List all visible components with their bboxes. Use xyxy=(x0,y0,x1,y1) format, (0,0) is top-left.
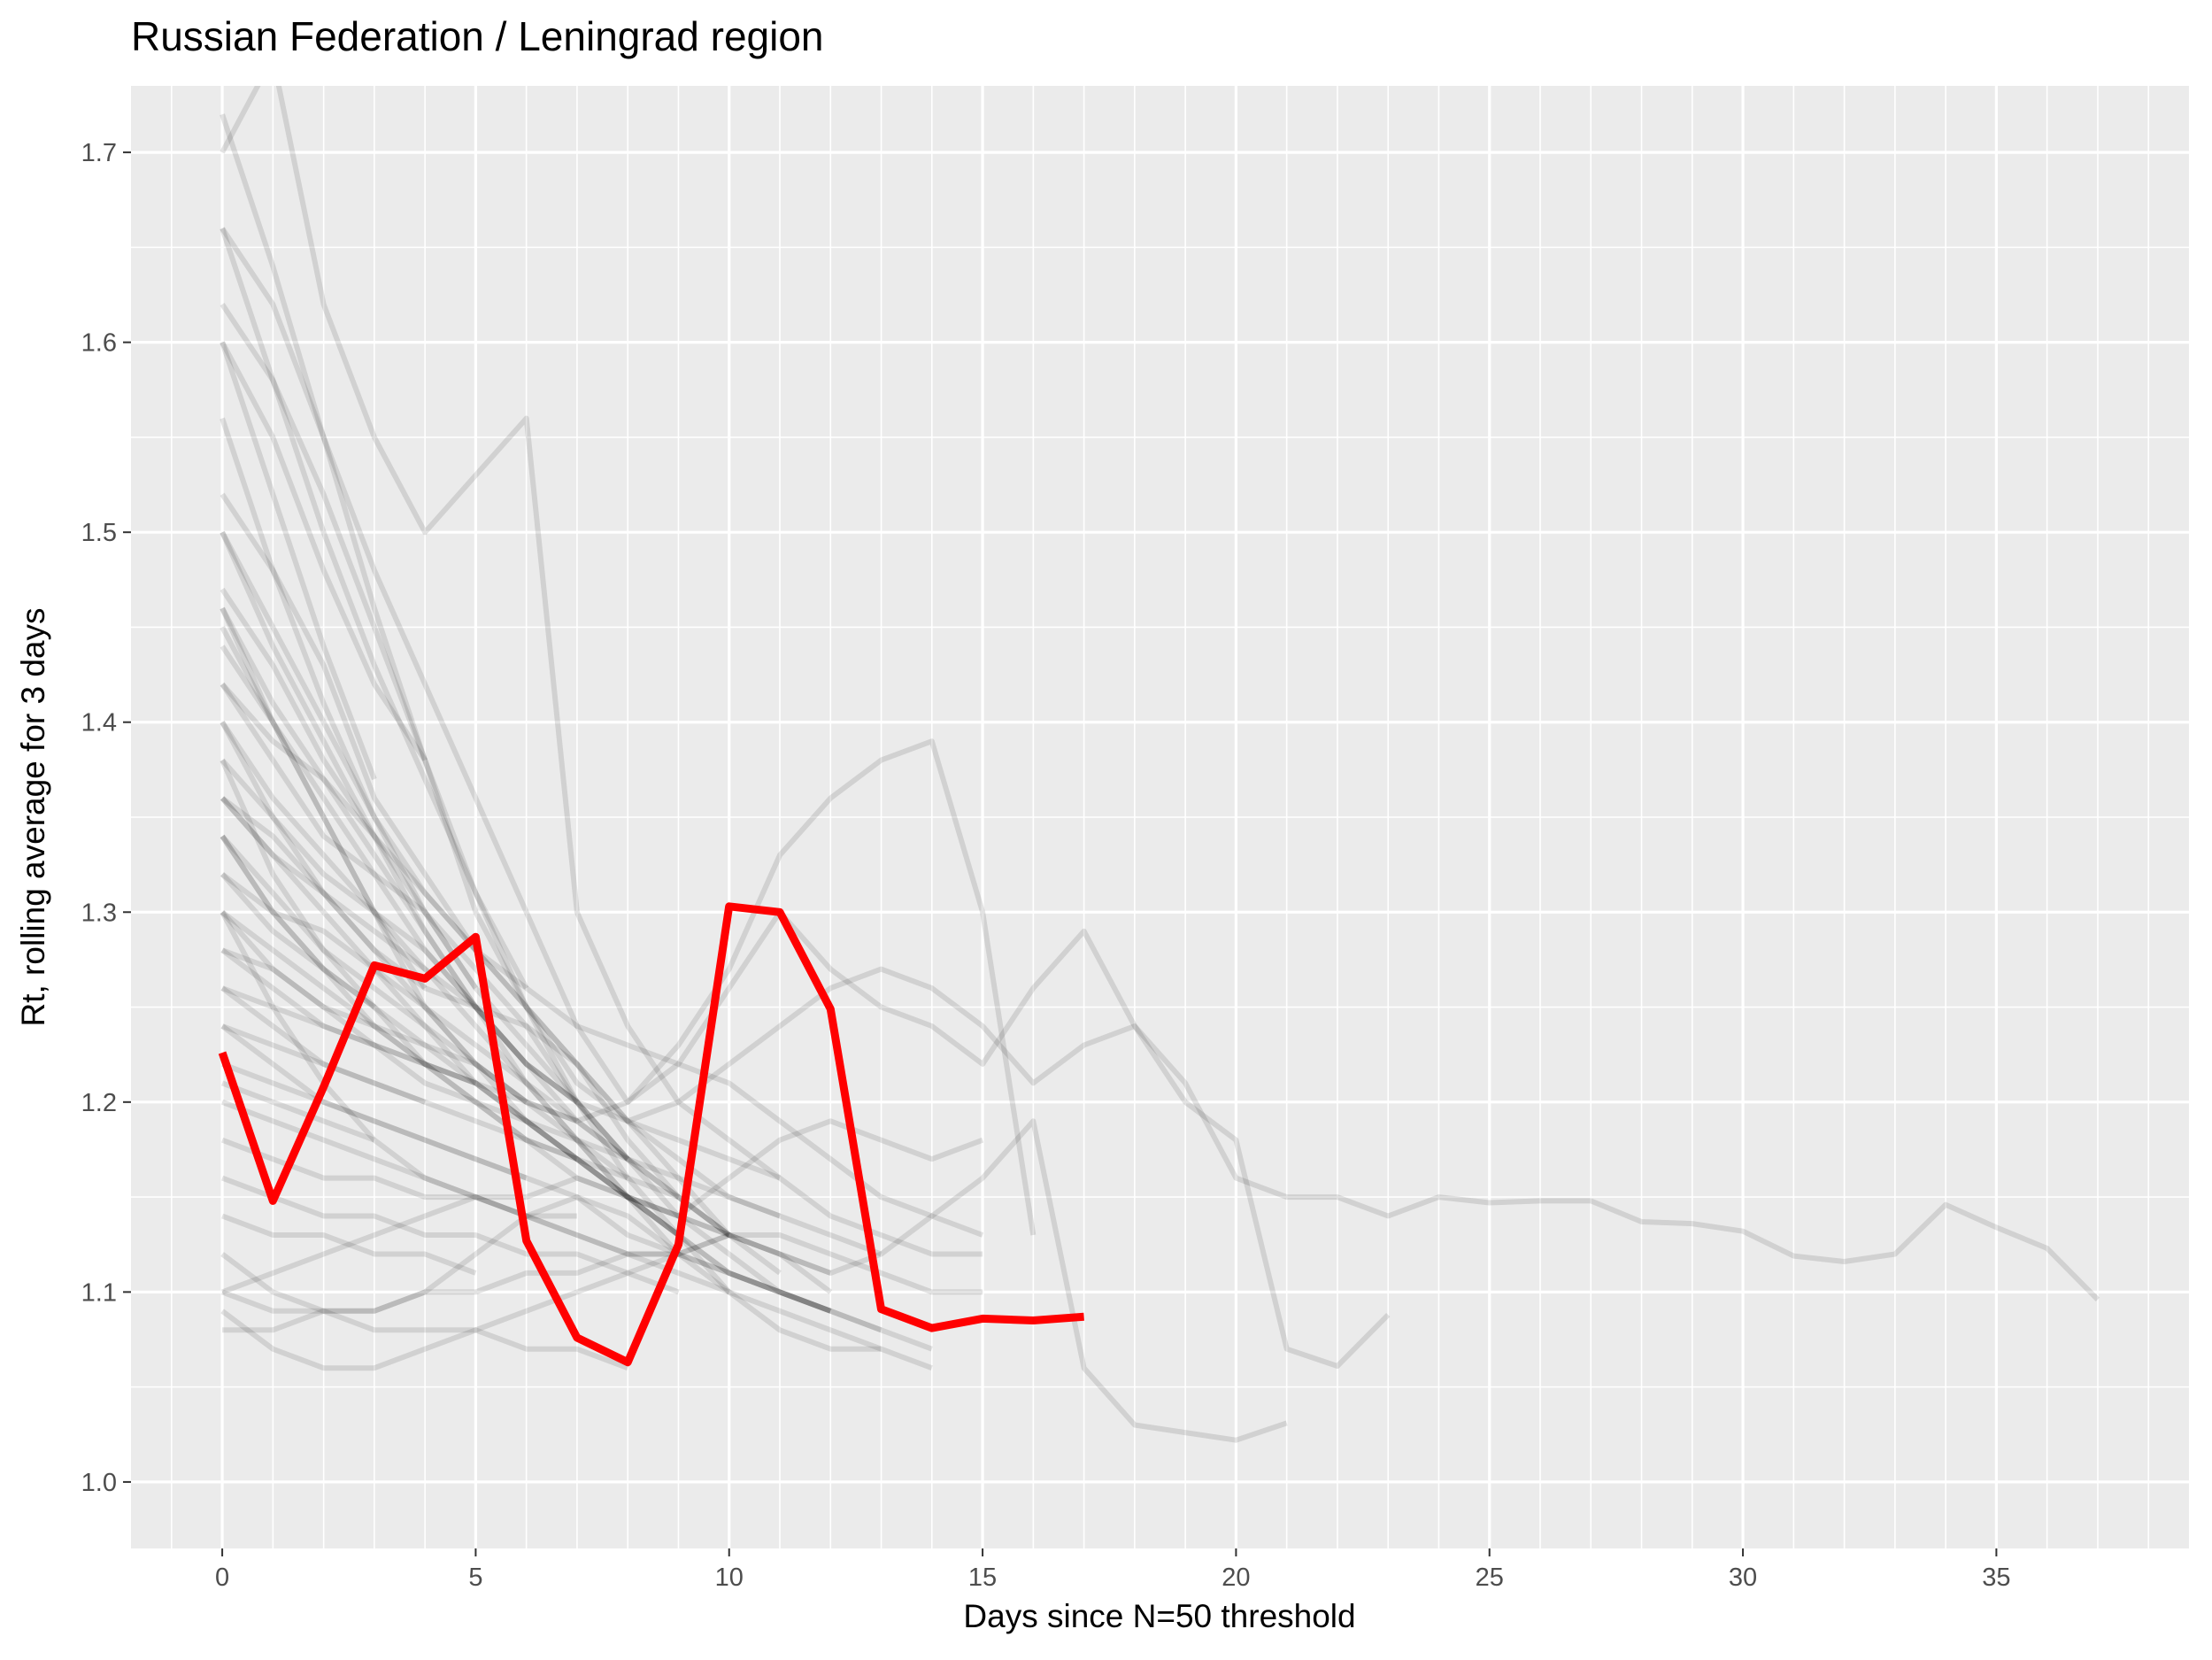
series-line xyxy=(220,985,680,1200)
series-line xyxy=(220,909,578,1162)
series-line xyxy=(220,683,882,1333)
series-line xyxy=(220,606,428,990)
series-line xyxy=(221,1175,680,1295)
y-tick-label: 1.2 xyxy=(81,1089,117,1117)
x-tick-label: 5 xyxy=(468,1563,482,1592)
series-line xyxy=(221,947,731,1238)
series-layer xyxy=(220,86,2100,1443)
series-line xyxy=(220,86,983,1257)
series-line xyxy=(220,492,1391,1369)
series-line xyxy=(220,1232,833,1371)
series-line xyxy=(220,645,580,1123)
series-line xyxy=(220,341,377,781)
series-line xyxy=(220,227,529,990)
x-tick-label: 25 xyxy=(1476,1563,1504,1592)
series-line xyxy=(220,834,832,1314)
series-line xyxy=(220,758,579,1105)
series-line xyxy=(221,985,629,1181)
series-line xyxy=(220,1194,882,1352)
x-tick-label: 0 xyxy=(215,1563,229,1592)
y-tick-label: 1.4 xyxy=(81,709,117,737)
y-tick-label: 1.0 xyxy=(81,1469,117,1497)
series-line xyxy=(220,626,1037,1236)
grid-layer xyxy=(131,86,2189,1548)
y-axis-title: Rt, rolling average for 3 days xyxy=(15,607,51,1026)
y-tick-label: 1.3 xyxy=(81,899,117,927)
y-tick-label: 1.6 xyxy=(81,329,117,358)
x-axis-title: Days since N=50 threshold xyxy=(963,1598,1355,1634)
x-tick-label: 30 xyxy=(1729,1563,1757,1592)
series-line xyxy=(220,834,528,1105)
series-line xyxy=(220,796,630,1162)
x-tick-label: 10 xyxy=(715,1563,744,1592)
y-tick-label: 1.1 xyxy=(81,1278,117,1307)
y-tick-label: 1.7 xyxy=(81,139,117,167)
series-line xyxy=(220,606,782,1181)
series-line xyxy=(220,834,376,1009)
series-line xyxy=(220,910,882,1257)
x-tick-label: 35 xyxy=(1982,1563,2010,1592)
series-line xyxy=(221,1289,629,1371)
series-line xyxy=(220,759,983,1295)
series-line xyxy=(220,303,933,1371)
series-line xyxy=(220,113,428,761)
highlight-layer xyxy=(218,902,1084,1367)
y-axis-ticks: 1.0 1.1 1.2 1.3 1.4 1.5 1.6 1.7 xyxy=(81,139,131,1497)
series-line xyxy=(220,530,681,1256)
chart-title: Russian Federation / Leningrad region xyxy=(131,13,824,59)
series-line xyxy=(221,1062,528,1181)
series-line xyxy=(220,417,478,990)
series-line xyxy=(221,1175,730,1295)
series-line xyxy=(221,1213,477,1276)
x-axis-ticks: 0 5 10 15 20 25 30 35 xyxy=(215,1548,2011,1592)
series-line xyxy=(220,796,832,1314)
series-line xyxy=(220,341,1288,1443)
series-line xyxy=(220,872,629,1162)
series-line xyxy=(220,721,681,1238)
series-line xyxy=(220,872,681,1238)
series-line xyxy=(220,587,832,1276)
y-tick-label: 1.5 xyxy=(81,519,117,547)
x-tick-label: 15 xyxy=(968,1563,997,1592)
series-line xyxy=(220,227,2100,1302)
highlight-series-line xyxy=(218,902,1084,1367)
series-line xyxy=(220,910,933,1352)
series-line xyxy=(222,1232,730,1333)
x-tick-label: 20 xyxy=(1222,1563,1250,1592)
series-line xyxy=(221,1080,375,1143)
series-line xyxy=(220,721,984,1219)
series-line xyxy=(221,1023,427,1105)
series-line xyxy=(220,1023,832,1314)
